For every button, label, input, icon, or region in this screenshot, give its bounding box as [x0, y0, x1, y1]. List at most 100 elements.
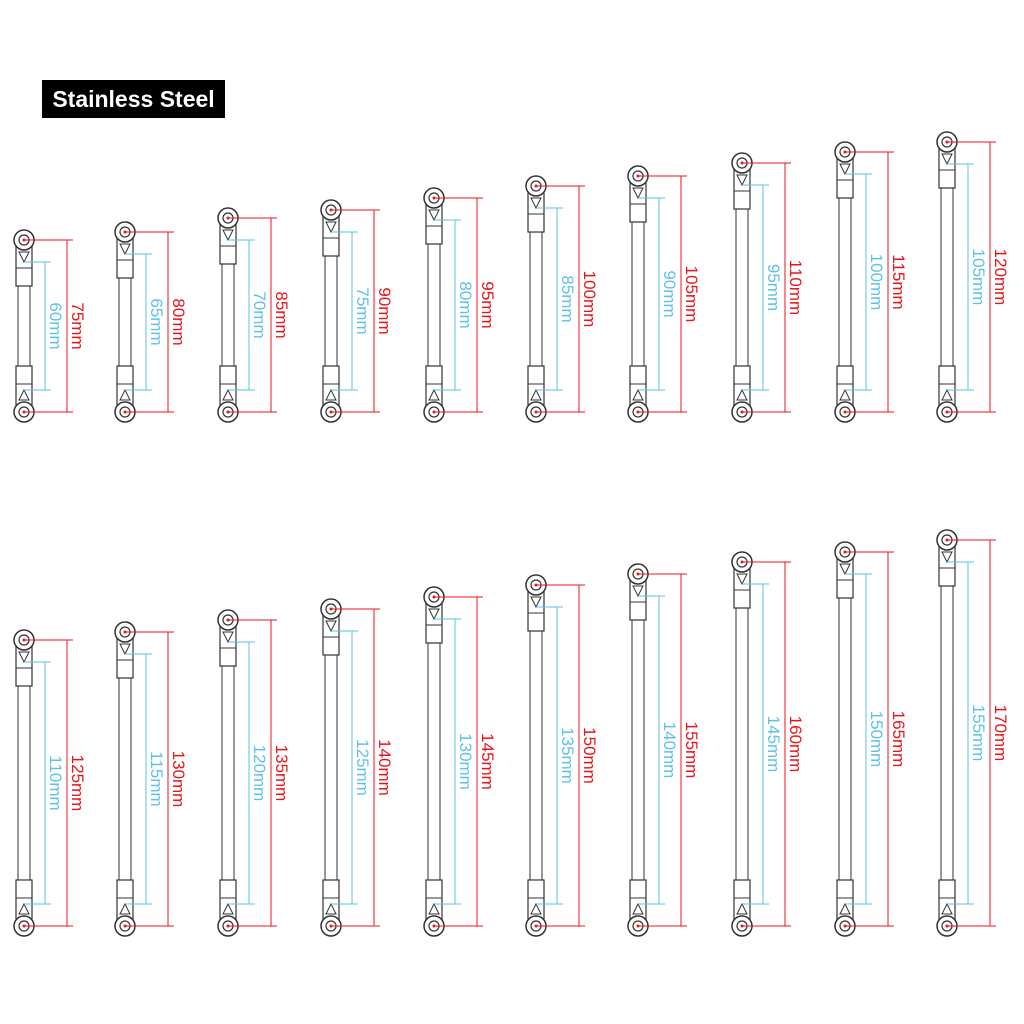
rod-end-detail — [325, 620, 337, 633]
rod-end-detail — [119, 243, 131, 256]
inner-length-label: 95mm — [764, 264, 783, 311]
rod — [735, 601, 749, 887]
inner-length-label: 75mm — [353, 287, 372, 334]
overall-length-label: 140mm — [375, 739, 394, 796]
rod-end-detail — [632, 388, 644, 401]
rod — [17, 679, 31, 887]
rod-end-detail — [632, 585, 644, 598]
rod-end-detail — [325, 388, 337, 401]
inner-length-label: 150mm — [867, 711, 886, 768]
rod-end-detail — [119, 902, 131, 915]
rod — [324, 648, 338, 887]
inner-length-label: 135mm — [558, 727, 577, 784]
rod-end-detail — [119, 643, 131, 656]
rod-end-detail — [736, 388, 748, 401]
overall-length-label: 115mm — [889, 254, 908, 309]
overall-length-label: 165mm — [889, 711, 908, 768]
rod-end-detail — [632, 187, 644, 200]
rod — [118, 271, 132, 373]
inner-length-label: 110mm — [46, 755, 65, 810]
inner-length-label: 120mm — [250, 745, 269, 802]
title-badge: Stainless Steel — [42, 80, 225, 118]
overall-length-label: 75mm — [68, 302, 87, 349]
overall-length-label: 150mm — [580, 727, 599, 784]
overall-length-label: 155mm — [682, 722, 701, 779]
rod — [735, 202, 749, 373]
rod — [631, 613, 645, 887]
rod — [221, 257, 235, 373]
rod — [324, 249, 338, 373]
inner-length-label: 115mm — [147, 751, 166, 806]
rod-end-detail — [222, 388, 234, 401]
rod-end-detail — [736, 902, 748, 915]
rod — [940, 181, 954, 373]
overall-length-label: 100mm — [580, 271, 599, 328]
rod — [631, 215, 645, 373]
rod-end-detail — [941, 153, 953, 166]
overall-length-label: 85mm — [272, 291, 291, 338]
rod-end-detail — [941, 388, 953, 401]
inner-length-label: 70mm — [250, 291, 269, 338]
inner-length-label: 85mm — [558, 275, 577, 322]
rod — [17, 279, 31, 373]
inner-length-label: 105mm — [969, 249, 988, 306]
overall-length-label: 130mm — [169, 751, 188, 808]
rod — [529, 624, 543, 887]
rod-end-detail — [530, 388, 542, 401]
inner-length-label: 80mm — [456, 281, 475, 328]
overall-length-label: 90mm — [375, 287, 394, 334]
rod — [118, 671, 132, 887]
rod-end-detail — [18, 388, 30, 401]
inner-length-label: 130mm — [456, 733, 475, 790]
rod-end-detail — [222, 631, 234, 644]
overall-length-label: 120mm — [991, 249, 1010, 306]
inner-length-label: 145mm — [764, 716, 783, 773]
rod-end-detail — [119, 388, 131, 401]
rod-end-detail — [839, 563, 851, 576]
rod-end-detail — [839, 163, 851, 176]
rod-end-detail — [428, 209, 440, 222]
rod-end-detail — [428, 388, 440, 401]
rod — [940, 579, 954, 887]
rod-end-detail — [428, 608, 440, 621]
inner-length-label: 65mm — [147, 298, 166, 345]
overall-length-label: 145mm — [478, 733, 497, 790]
rod-end-detail — [941, 902, 953, 915]
inner-length-label: 155mm — [969, 705, 988, 762]
rod-end-detail — [325, 902, 337, 915]
rod-end-detail — [839, 388, 851, 401]
inner-length-label: 60mm — [46, 302, 65, 349]
rod-end-detail — [632, 902, 644, 915]
inner-length-label: 100mm — [867, 254, 886, 311]
rod-end-detail — [530, 902, 542, 915]
overall-length-label: 170mm — [991, 705, 1010, 762]
rod-end-detail — [736, 573, 748, 586]
rod-end-detail — [222, 902, 234, 915]
rod-end-detail — [839, 902, 851, 915]
rod-end-detail — [325, 221, 337, 234]
overall-length-label: 95mm — [478, 281, 497, 328]
rod-end-detail — [941, 551, 953, 564]
rod-end-detail — [18, 651, 30, 664]
rod — [838, 591, 852, 887]
overall-length-label: 135mm — [272, 745, 291, 802]
overall-length-label: 80mm — [169, 298, 188, 345]
overall-length-label: 160mm — [786, 716, 805, 773]
rod-end-detail — [530, 197, 542, 210]
